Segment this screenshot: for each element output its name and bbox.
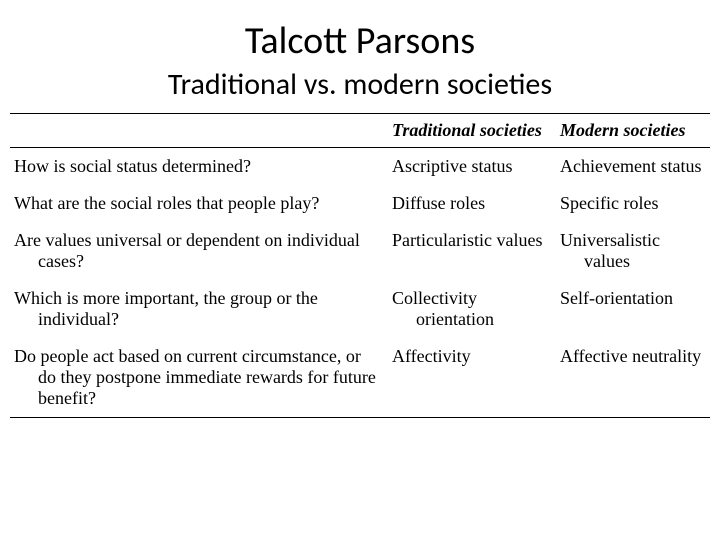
slide: Talcott Parsons Traditional vs. modern s… xyxy=(0,0,720,540)
table-header-traditional: Traditional societies xyxy=(388,114,556,148)
modern-cell: Self-orientation xyxy=(556,280,710,338)
page-subtitle: Traditional vs. modern societies xyxy=(10,66,710,103)
modern-cell: Affective neutrality xyxy=(556,338,710,418)
table-header-row: Traditional societies Modern societies xyxy=(10,114,710,148)
table-row: How is social status determined? Ascript… xyxy=(10,148,710,186)
traditional-cell: Diffuse roles xyxy=(388,185,556,222)
traditional-cell: Collectivity orientation xyxy=(388,280,556,338)
traditional-cell: Ascriptive status xyxy=(388,148,556,186)
table-header-modern: Modern societies xyxy=(556,114,710,148)
question-cell: What are the social roles that people pl… xyxy=(10,185,388,222)
page-title: Talcott Parsons xyxy=(10,18,710,64)
question-cell: Are values universal or dependent on ind… xyxy=(10,222,388,280)
traditional-cell: Particularistic values xyxy=(388,222,556,280)
comparison-table: Traditional societies Modern societies H… xyxy=(10,113,710,418)
question-cell: Do people act based on current circumsta… xyxy=(10,338,388,418)
question-cell: How is social status determined? xyxy=(10,148,388,186)
traditional-cell: Affectivity xyxy=(388,338,556,418)
modern-cell: Universalistic values xyxy=(556,222,710,280)
table-row: Are values universal or dependent on ind… xyxy=(10,222,710,280)
modern-cell: Specific roles xyxy=(556,185,710,222)
table-row: What are the social roles that people pl… xyxy=(10,185,710,222)
modern-cell: Achievement status xyxy=(556,148,710,186)
table-header-empty xyxy=(10,114,388,148)
table-row: Which is more important, the group or th… xyxy=(10,280,710,338)
table-row: Do people act based on current circumsta… xyxy=(10,338,710,418)
question-cell: Which is more important, the group or th… xyxy=(10,280,388,338)
